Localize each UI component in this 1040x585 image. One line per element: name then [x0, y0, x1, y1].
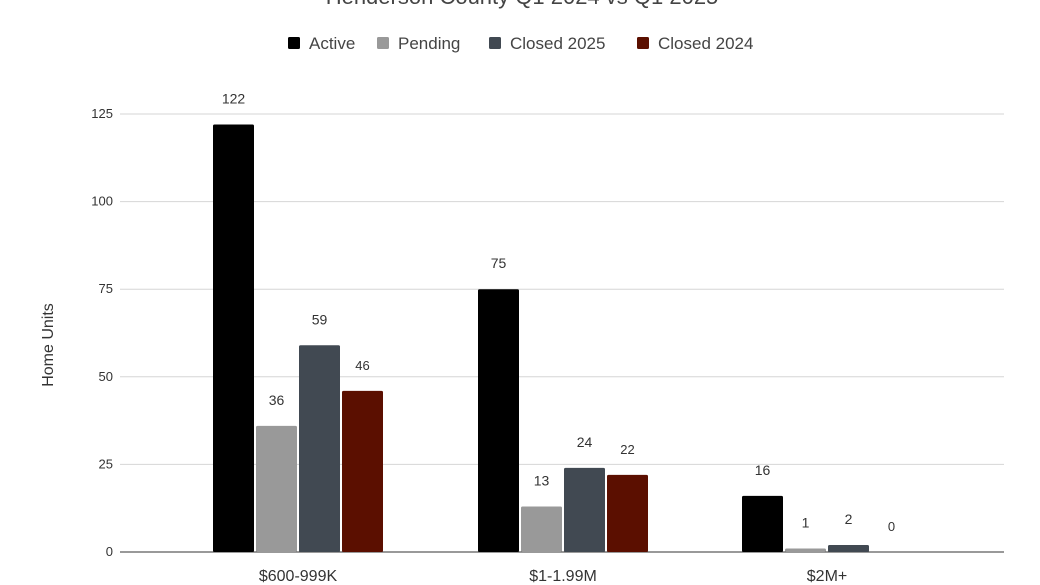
bar-pending [785, 548, 826, 552]
data-label: 75 [491, 255, 507, 271]
chart-title: Henderson County Q1 2024 vs Q1 2025 [326, 0, 719, 9]
bar-active [742, 495, 783, 552]
data-label: 16 [755, 462, 771, 478]
y-tick-label: 100 [91, 194, 113, 209]
data-labels: 122 75 16 36 13 1 59 24 2 46 22 0 [222, 91, 895, 534]
y-axis-ticks: 0 25 50 75 100 125 [91, 106, 113, 559]
data-label: 59 [312, 311, 328, 327]
legend-swatch [377, 37, 389, 49]
data-label: 122 [222, 91, 246, 107]
x-axis-categories: $600-999K $1-1.99M $2M+ [259, 568, 847, 585]
y-axis-label: Home Units [40, 303, 57, 387]
y-tick-label: 75 [99, 281, 113, 296]
bar-pending [256, 425, 297, 552]
y-tick-label: 50 [99, 369, 113, 384]
legend-label: Pending [398, 34, 460, 53]
data-label: 13 [534, 472, 550, 488]
category-label: $600-999K [259, 568, 338, 585]
bar-active [213, 124, 254, 553]
data-label: 24 [577, 434, 593, 450]
data-label: 46 [355, 358, 369, 373]
bar-active [478, 289, 519, 552]
legend-swatch [288, 37, 300, 49]
legend-swatch [489, 37, 501, 49]
category-label: $1-1.99M [529, 568, 597, 585]
legend-label: Active [309, 34, 355, 53]
category-label: $2M+ [807, 568, 847, 585]
bar-closed-2025 [564, 467, 605, 552]
y-tick-label: 125 [91, 106, 113, 121]
legend-label: Closed 2025 [510, 34, 605, 53]
data-label: 2 [845, 511, 853, 527]
legend-label: Closed 2024 [658, 34, 753, 53]
data-label: 36 [269, 392, 285, 408]
y-tick-label: 25 [99, 456, 113, 471]
gridlines [120, 113, 1004, 465]
legend: Active Pending Closed 2025 Closed 2024 [288, 34, 753, 53]
bar-closed-2024 [342, 390, 383, 552]
data-label: 1 [802, 514, 810, 530]
bar-pending [521, 506, 562, 552]
bars [213, 124, 869, 553]
data-label: 22 [620, 442, 634, 457]
bar-closed-2025 [828, 544, 869, 552]
y-tick-label: 0 [106, 544, 113, 559]
legend-swatch [637, 37, 649, 49]
bar-closed-2025 [299, 345, 340, 552]
bar-closed-2024 [607, 474, 648, 552]
data-label: 0 [888, 519, 895, 534]
